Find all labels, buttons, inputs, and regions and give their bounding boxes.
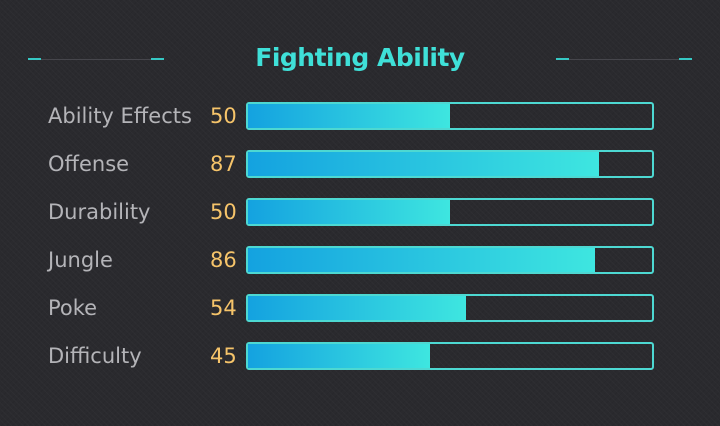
stat-bar-fill [248, 344, 430, 368]
stat-bar-fill [248, 104, 450, 128]
stat-value: 54 [210, 296, 237, 320]
stat-bar [246, 198, 654, 226]
stat-value: 50 [210, 200, 237, 224]
section-header: Fighting Ability [0, 40, 720, 80]
stat-value: 45 [210, 344, 237, 368]
stat-bar [246, 342, 654, 370]
header-decoration-right [556, 58, 692, 60]
stat-bar-fill [248, 296, 467, 320]
stat-bar [246, 150, 654, 178]
section-title: Fighting Ability [255, 43, 465, 72]
stat-bar [246, 294, 654, 322]
stat-label: Offense [48, 152, 130, 176]
stat-bar [246, 102, 654, 130]
decoration-tick [151, 58, 164, 60]
decoration-tick [556, 58, 569, 60]
stat-label: Jungle [48, 248, 113, 272]
stat-bar-fill [248, 248, 596, 272]
stat-value: 50 [210, 104, 237, 128]
stat-bar-fill [248, 200, 450, 224]
stat-label: Poke [48, 296, 98, 320]
stat-bar-fill [248, 152, 600, 176]
header-decoration-left [28, 58, 164, 60]
decoration-tick [28, 58, 41, 60]
stat-label: Difficulty [48, 344, 142, 368]
stat-label: Ability Effects [48, 104, 192, 128]
stat-value: 87 [210, 152, 237, 176]
stat-value: 86 [210, 248, 237, 272]
stat-bar [246, 246, 654, 274]
decoration-tick [679, 58, 692, 60]
stat-label: Durability [48, 200, 151, 224]
